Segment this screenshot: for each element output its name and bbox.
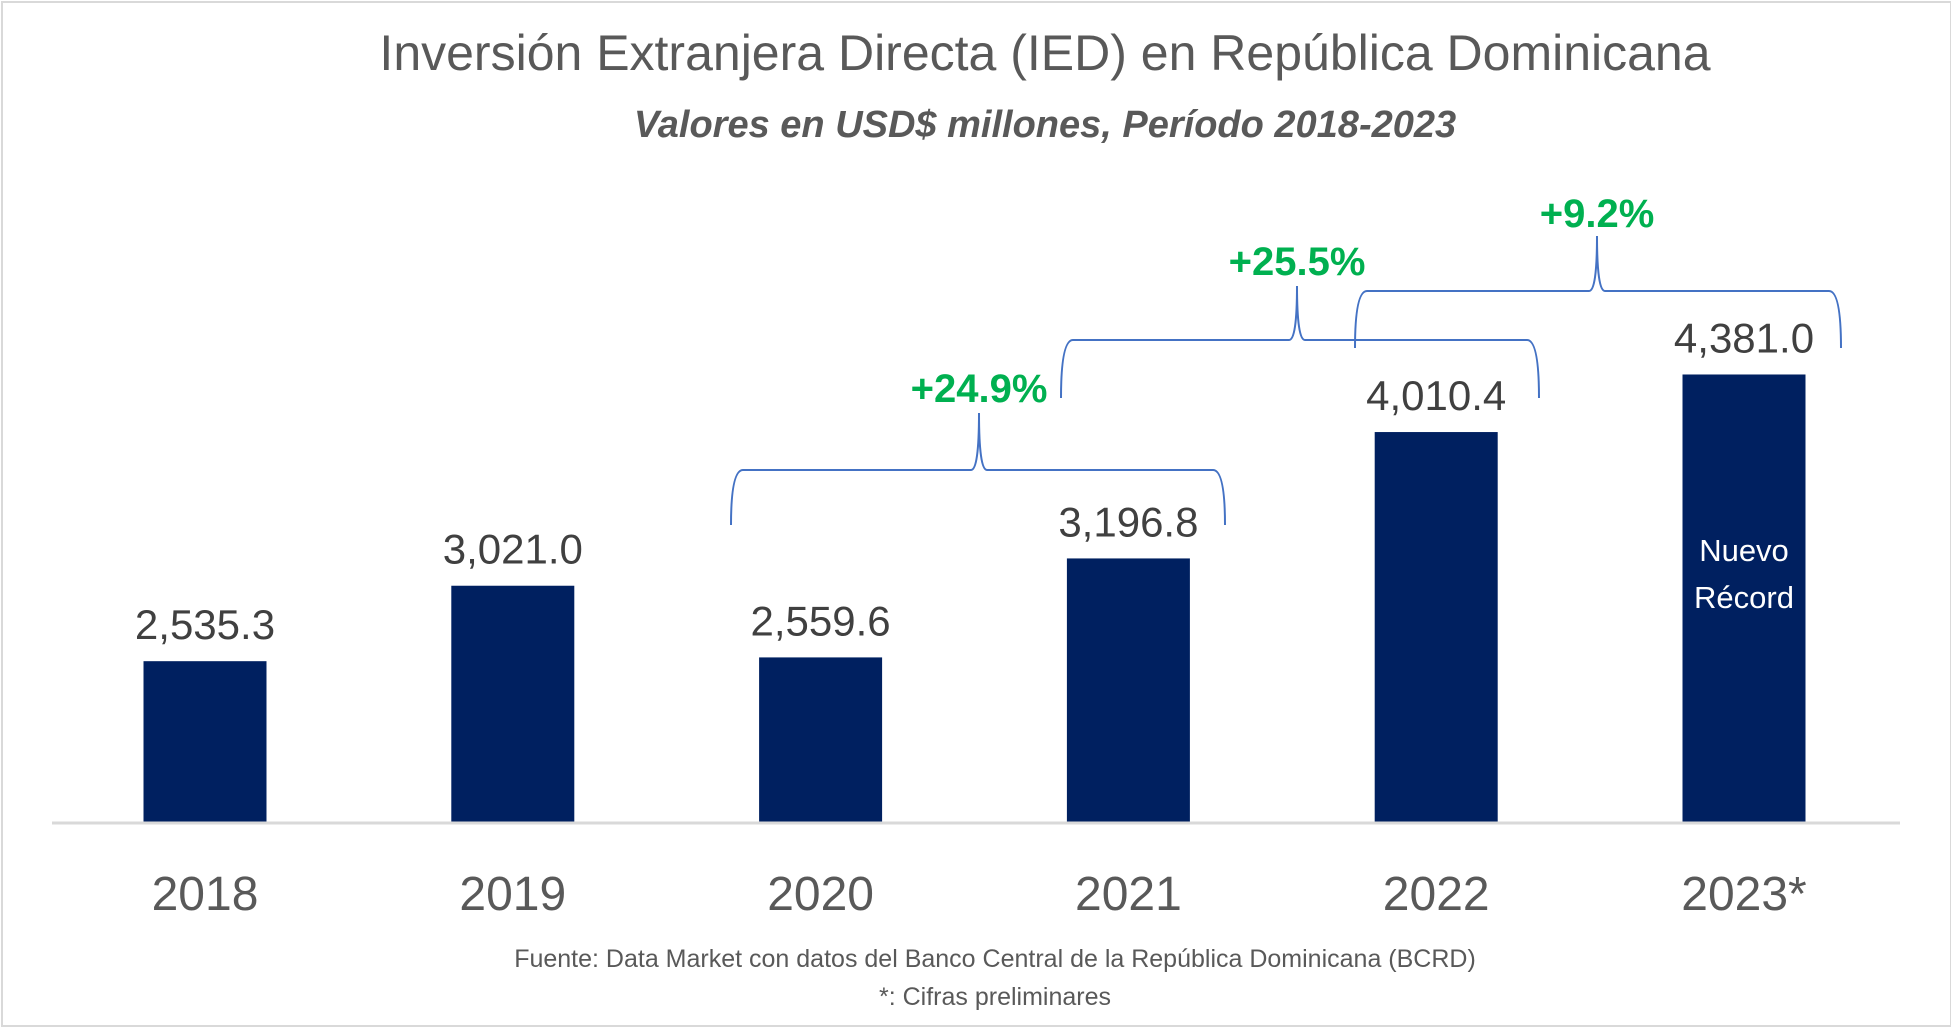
bar-annotation-line: Récord [1694,580,1794,615]
value-label-2019: 3,021.0 [443,526,583,573]
bar-2018 [143,661,267,822]
x-tick-label-2018: 2018 [152,868,259,921]
growth-brace [730,412,1226,526]
growth-brace [1354,235,1842,349]
bar-2019 [451,585,575,822]
source-note: Fuente: Data Market con datos del Banco … [514,945,1476,973]
bar-2021 [1066,558,1190,822]
chart-title: Inversión Extranjera Directa (IED) en Re… [379,25,1711,81]
bar-annotation-line: Nuevo [1699,533,1789,568]
value-label-2022: 4,010.4 [1366,372,1506,419]
bar-2023* [1682,374,1806,822]
value-label-2018: 2,535.3 [135,601,275,648]
x-tick-label-2020: 2020 [767,868,874,921]
growth-label: +25.5% [1229,240,1366,284]
growth-label: +9.2% [1540,192,1655,236]
x-tick-label-2019: 2019 [459,868,566,921]
preliminary-note: *: Cifras preliminares [878,983,1111,1011]
chart-subtitle: Valores en USD$ millones, Período 2018-2… [633,104,1457,146]
value-label-2020: 2,559.6 [751,597,891,644]
value-label-2023*: 4,381.0 [1674,314,1814,361]
value-label-2021: 3,196.8 [1058,498,1198,545]
bar-2022 [1374,432,1498,822]
x-tick-label-2022: 2022 [1383,868,1490,921]
bar-2020 [759,657,883,822]
x-tick-label-2021: 2021 [1075,868,1182,921]
x-tick-label-2023*: 2023* [1681,868,1806,921]
growth-label: +24.9% [911,367,1048,411]
growth-brace [1060,285,1540,399]
